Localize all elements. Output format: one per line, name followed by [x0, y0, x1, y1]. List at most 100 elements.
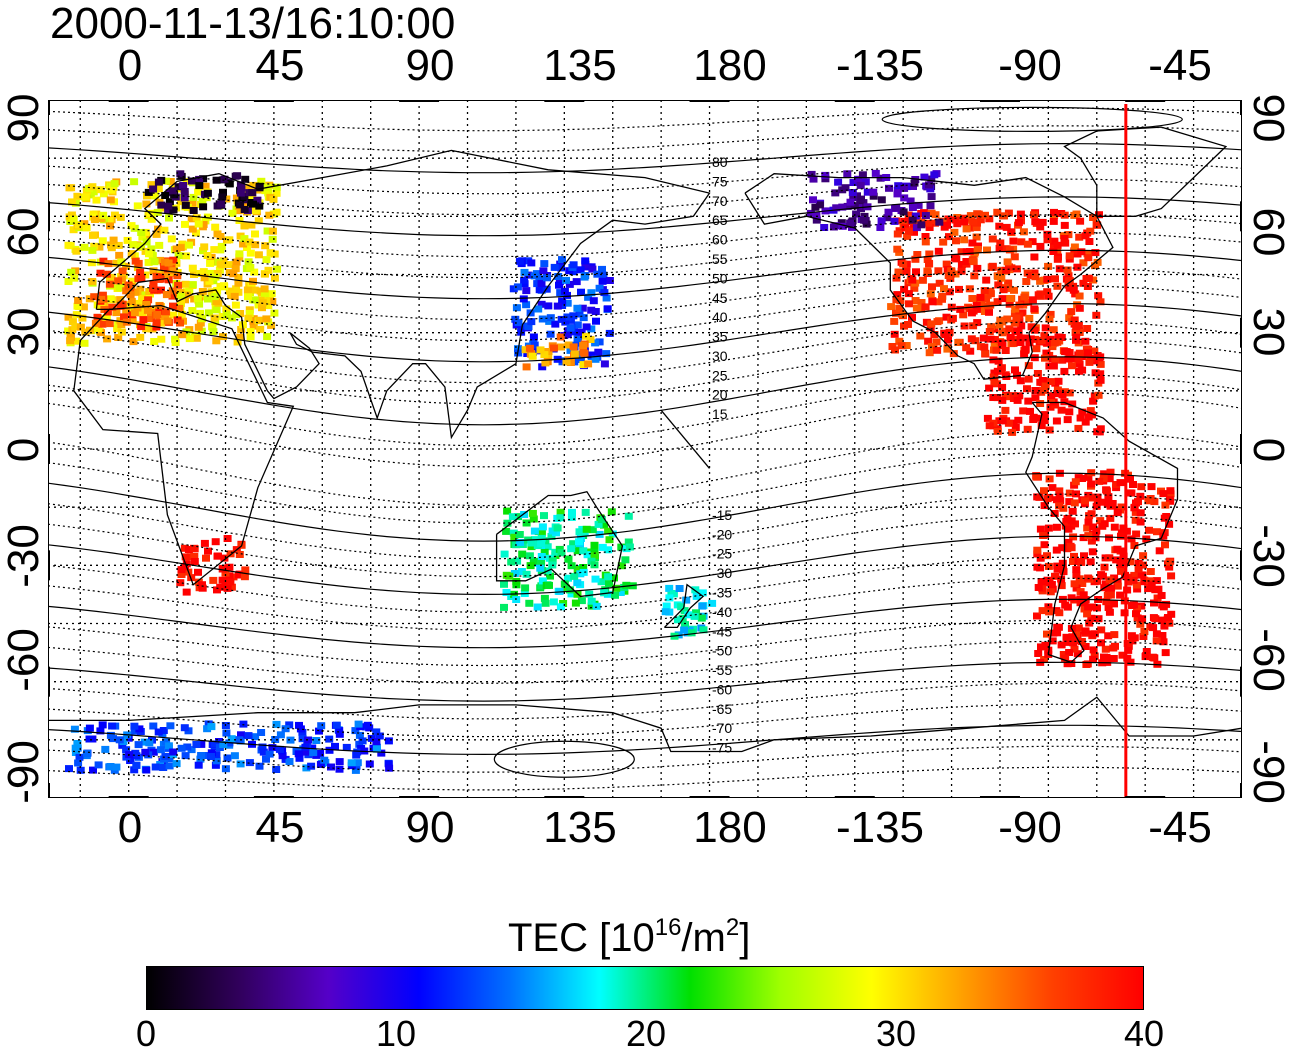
tec-pixel — [585, 590, 594, 598]
tec-pixel — [507, 558, 516, 566]
tec-pixel — [1095, 477, 1104, 485]
tec-pixel — [304, 736, 313, 744]
tec-pixel — [218, 193, 227, 201]
tec-pixel — [904, 211, 913, 219]
tec-pixel — [1077, 248, 1086, 256]
tec-pixel — [564, 555, 573, 563]
tec-pixel — [1139, 552, 1148, 560]
tec-pixel — [159, 764, 168, 771]
tec-pixel — [587, 597, 596, 605]
colorbar-title-suffix: ] — [739, 916, 751, 960]
tec-pixel — [226, 578, 235, 586]
tec-pixel — [1036, 223, 1045, 231]
tec-pixel — [1021, 345, 1030, 353]
tec-pixel — [188, 200, 197, 207]
tec-pixel — [85, 724, 94, 732]
tec-pixel — [577, 597, 586, 605]
tec-pixel — [213, 586, 221, 594]
tec-pixel — [127, 222, 136, 230]
tec-pixel — [863, 188, 872, 196]
tec-pixel — [940, 285, 948, 293]
contour-label: 55 — [712, 251, 728, 267]
frame-tick-left — [48, 550, 50, 581]
tec-pixel — [1072, 323, 1081, 331]
tec-pixel — [1098, 522, 1107, 530]
tec-pixel — [198, 288, 207, 295]
tec-pixel — [167, 235, 176, 243]
magnetic-latitude-contours — [48, 106, 1242, 791]
tec-pixel — [976, 293, 985, 301]
frame-tick-top — [399, 100, 440, 102]
coastline — [744, 173, 1114, 380]
tec-pixel — [203, 252, 212, 259]
contour-label: 20 — [712, 387, 728, 403]
tec-pixel — [1081, 232, 1090, 240]
tec-pixel — [604, 527, 613, 535]
tec-pixel — [130, 722, 139, 730]
tec-pixel — [223, 754, 232, 762]
tec-pixel — [122, 746, 131, 754]
tec-pixel — [247, 282, 256, 290]
tec-pixel — [316, 749, 325, 757]
tec-pixel — [205, 277, 214, 285]
tec-pixel — [164, 259, 173, 267]
tec-pixel — [951, 216, 960, 224]
tec-pixel — [181, 280, 190, 288]
tec-pixel — [994, 357, 1003, 365]
tec-pixel — [862, 220, 871, 228]
tec-pixel — [973, 319, 982, 327]
tec-pixel — [916, 332, 925, 340]
tec-pixel — [1123, 640, 1132, 647]
tec-pixel — [967, 335, 976, 343]
tec-pixel — [832, 204, 841, 212]
magnetic-contour — [48, 142, 1242, 174]
tec-pixel — [94, 761, 103, 769]
tec-pixel — [1074, 424, 1083, 432]
magnetic-contour — [48, 125, 1242, 153]
tec-pixel — [90, 242, 99, 250]
tec-pixel — [594, 520, 603, 528]
tec-pixel — [1161, 541, 1169, 549]
magnetic-contour — [48, 661, 1242, 702]
frame-tick-left — [48, 100, 50, 115]
tec-pixel — [1083, 250, 1092, 258]
tec-pixel — [272, 189, 281, 197]
tec-pixel — [972, 233, 981, 241]
tec-pixel — [177, 571, 186, 578]
coastline — [95, 149, 711, 440]
tec-pixel — [107, 244, 116, 252]
tec-pixel — [575, 538, 583, 546]
tec-pixel — [603, 305, 612, 313]
tec-pixel — [1035, 493, 1044, 501]
tec-pixel — [891, 346, 899, 354]
contour-label: -20 — [712, 526, 732, 542]
tec-pixel — [900, 217, 909, 225]
tec-pixel — [159, 727, 168, 734]
tec-pixel — [573, 304, 582, 312]
tec-pixel — [109, 236, 118, 244]
tec-pixel — [246, 249, 255, 257]
tec-pixel — [142, 766, 151, 774]
tec-pixel — [206, 269, 215, 277]
contour-label: 70 — [712, 193, 728, 209]
tec-pixel — [553, 524, 562, 532]
tec-pixel — [177, 198, 186, 206]
tec-pixel — [1021, 334, 1030, 342]
tec-pixel — [217, 200, 226, 208]
tec-pixel — [1081, 643, 1090, 650]
tec-pixel — [209, 576, 218, 584]
tec-pixel — [285, 758, 294, 765]
tec-pixel — [524, 323, 533, 331]
tec-pixel — [1011, 424, 1020, 431]
lat-tick-left: -30 — [0, 524, 48, 588]
tec-pixel — [105, 217, 114, 224]
tec-pixel — [1118, 651, 1127, 659]
tec-pixel — [1051, 275, 1059, 283]
tec-pixel — [98, 721, 107, 729]
tec-pixel — [96, 269, 105, 277]
tec-pixel — [118, 267, 127, 275]
tec-pixel — [147, 245, 156, 253]
tec-pixel — [1004, 209, 1013, 217]
tec-pixel — [1064, 355, 1073, 363]
tec-pixel — [1079, 279, 1088, 287]
